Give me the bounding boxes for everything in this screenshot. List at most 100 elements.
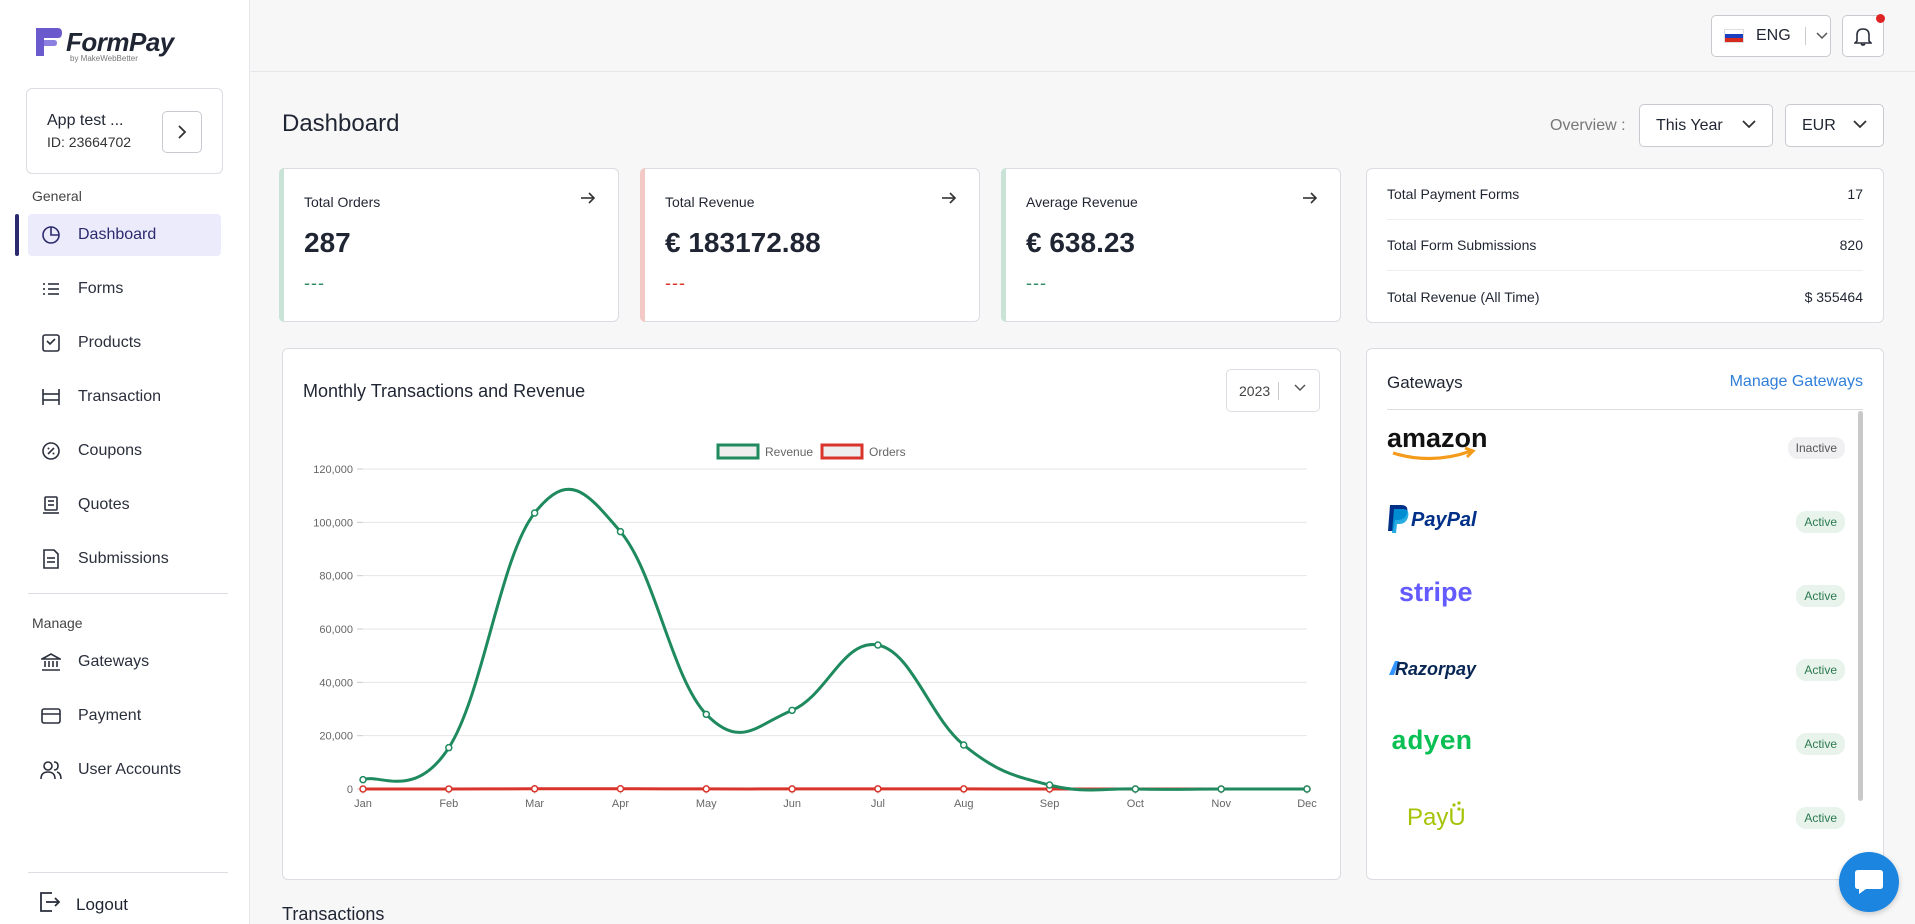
notification-dot — [1876, 14, 1885, 23]
period-select[interactable]: This Year — [1639, 104, 1773, 147]
adyen-logo: adyen — [1387, 721, 1487, 761]
stat-card-total-revenue[interactable]: Total Revenue € 183172.88 --- — [640, 168, 980, 322]
sidebar-item-label: Forms — [78, 280, 124, 297]
transactions-heading: Transactions — [282, 904, 385, 924]
data-point-revenue — [616, 527, 625, 536]
totals-card: Total Payment Forms 17 Total Form Submis… — [1366, 168, 1884, 323]
period-value: This Year — [1656, 116, 1723, 134]
gateway-row-amazon[interactable]: amazon Inactive — [1387, 413, 1845, 473]
status-badge: Active — [1796, 585, 1845, 607]
x-tick-label: Jul — [871, 798, 885, 810]
section-manage-label: Manage — [32, 615, 83, 631]
totals-value: 820 — [1839, 237, 1863, 253]
totals-row: Total Form Submissions 820 — [1387, 220, 1863, 271]
sidebar-divider — [28, 872, 228, 873]
totals-value: $ 355464 — [1804, 288, 1863, 305]
chevron-right-icon — [178, 125, 187, 139]
status-badge: Active — [1796, 511, 1845, 533]
stat-accent — [279, 168, 284, 322]
logout-button[interactable]: Logout — [38, 890, 128, 919]
data-point-orders — [959, 785, 968, 793]
sidebar-item-user-accounts[interactable]: User Accounts — [28, 749, 221, 791]
currency-value: EUR — [1802, 116, 1836, 134]
chart-card: 0 20,000 40,000 60,000 80,000 100,000 120,000 J… — [282, 348, 1341, 880]
gateway-row-stripe[interactable]: stripe Active — [1387, 561, 1845, 621]
sidebar-item-coupons[interactable]: Coupons — [28, 430, 221, 472]
stat-card-average-revenue[interactable]: Average Revenue € 638.23 --- — [1001, 168, 1341, 322]
stat-label: Average Revenue — [1026, 194, 1138, 210]
stat-change: --- — [1026, 273, 1047, 293]
data-point-revenue — [445, 743, 453, 752]
sidebar-item-label: Quotes — [78, 496, 130, 513]
paypal-logo: PayPal — [1387, 499, 1487, 539]
topbar — [251, 0, 1915, 72]
sidebar-item-label: Payment — [78, 707, 142, 724]
y-tick-label: 0 — [347, 784, 353, 796]
y-tick-label: 20,000 — [319, 731, 353, 743]
year-select[interactable]: 2023 — [1226, 369, 1320, 412]
stat-label: Total Orders — [304, 194, 381, 210]
x-tick-label: Feb — [439, 798, 458, 810]
currency-select[interactable]: EUR — [1785, 104, 1884, 147]
coupon-icon — [40, 440, 62, 462]
sidebar-item-products[interactable]: Products — [28, 322, 221, 364]
arrow-right-icon[interactable] — [1302, 191, 1318, 205]
section-general-label: General — [32, 188, 82, 204]
sidebar-item-submissions[interactable]: Submissions — [28, 538, 221, 580]
stat-accent — [640, 168, 645, 322]
chevron-down-icon — [1294, 384, 1306, 392]
sidebar-item-label: Transaction — [78, 388, 161, 405]
app-switch-button[interactable] — [162, 111, 202, 153]
y-tick-label: 40,000 — [319, 677, 353, 689]
series-line-revenue — [362, 487, 1307, 792]
bell-icon — [1854, 28, 1872, 46]
notifications-button[interactable] — [1842, 14, 1885, 57]
chevron-down-icon — [1816, 32, 1828, 40]
sidebar-item-forms[interactable]: Forms — [28, 268, 221, 310]
sidebar-item-payment[interactable]: Payment — [28, 695, 221, 737]
gateway-row-adyen[interactable]: adyen Active — [1387, 709, 1845, 769]
svg-text:amazon: amazon — [1387, 425, 1487, 453]
status-badge: Active — [1796, 733, 1845, 755]
arrow-right-icon[interactable] — [941, 191, 957, 205]
brand-logo[interactable]: FormPay — [32, 24, 174, 60]
sidebar-item-label: Products — [78, 334, 142, 351]
gateway-row-paypal[interactable]: PayPal Active — [1387, 487, 1845, 547]
x-tick-label: May — [696, 798, 717, 810]
sidebar: FormPay by MakeWebBetter App test ... ID… — [0, 0, 250, 924]
sidebar-item-label: Submissions — [78, 550, 169, 567]
users-icon — [40, 759, 62, 781]
stat-card-total-orders[interactable]: Total Orders 287 --- — [279, 168, 619, 322]
sidebar-item-dashboard[interactable]: Dashboard — [28, 214, 221, 256]
gateways-title: Gateways — [1387, 373, 1463, 392]
chat-button[interactable] — [1839, 852, 1899, 912]
data-point-revenue — [788, 706, 796, 715]
gateways-scrollbar[interactable] — [1858, 411, 1863, 801]
data-point-revenue — [1131, 785, 1140, 793]
data-point-orders — [616, 785, 625, 793]
data-point-revenue — [359, 775, 367, 784]
stat-label: Total Revenue — [665, 194, 755, 210]
gateways-card: Gateways Manage Gateways amazon Inactive… — [1366, 348, 1884, 880]
overview-label: Overview : — [1550, 117, 1626, 134]
totals-value: 17 — [1847, 186, 1863, 202]
box-icon — [40, 332, 62, 354]
stat-value: € 183172.88 — [665, 227, 821, 258]
card-icon — [40, 705, 62, 727]
stat-change: --- — [665, 273, 686, 293]
gateway-row-razorpay[interactable]: Razorpay Active — [1387, 635, 1845, 695]
manage-gateways-link[interactable]: Manage Gateways — [1729, 373, 1863, 390]
sidebar-item-quotes[interactable]: Quotes — [28, 484, 221, 526]
svg-text:PayU: PayU — [1407, 804, 1466, 831]
sidebar-item-gateways[interactable]: Gateways — [28, 641, 221, 683]
legend-label: Revenue — [765, 445, 813, 459]
arrow-right-icon[interactable] — [580, 191, 596, 205]
gateway-row-payu[interactable]: PayU Active — [1387, 783, 1845, 843]
data-point-revenue — [874, 641, 882, 649]
sidebar-item-transaction[interactable]: Transaction — [28, 376, 221, 418]
app-card: App test ... ID: 23664702 — [26, 88, 223, 174]
sidebar-divider — [28, 593, 228, 594]
brand-subtitle: by MakeWebBetter — [70, 54, 138, 63]
language-select[interactable]: ENG — [1711, 15, 1831, 57]
stat-accent — [1001, 168, 1006, 322]
